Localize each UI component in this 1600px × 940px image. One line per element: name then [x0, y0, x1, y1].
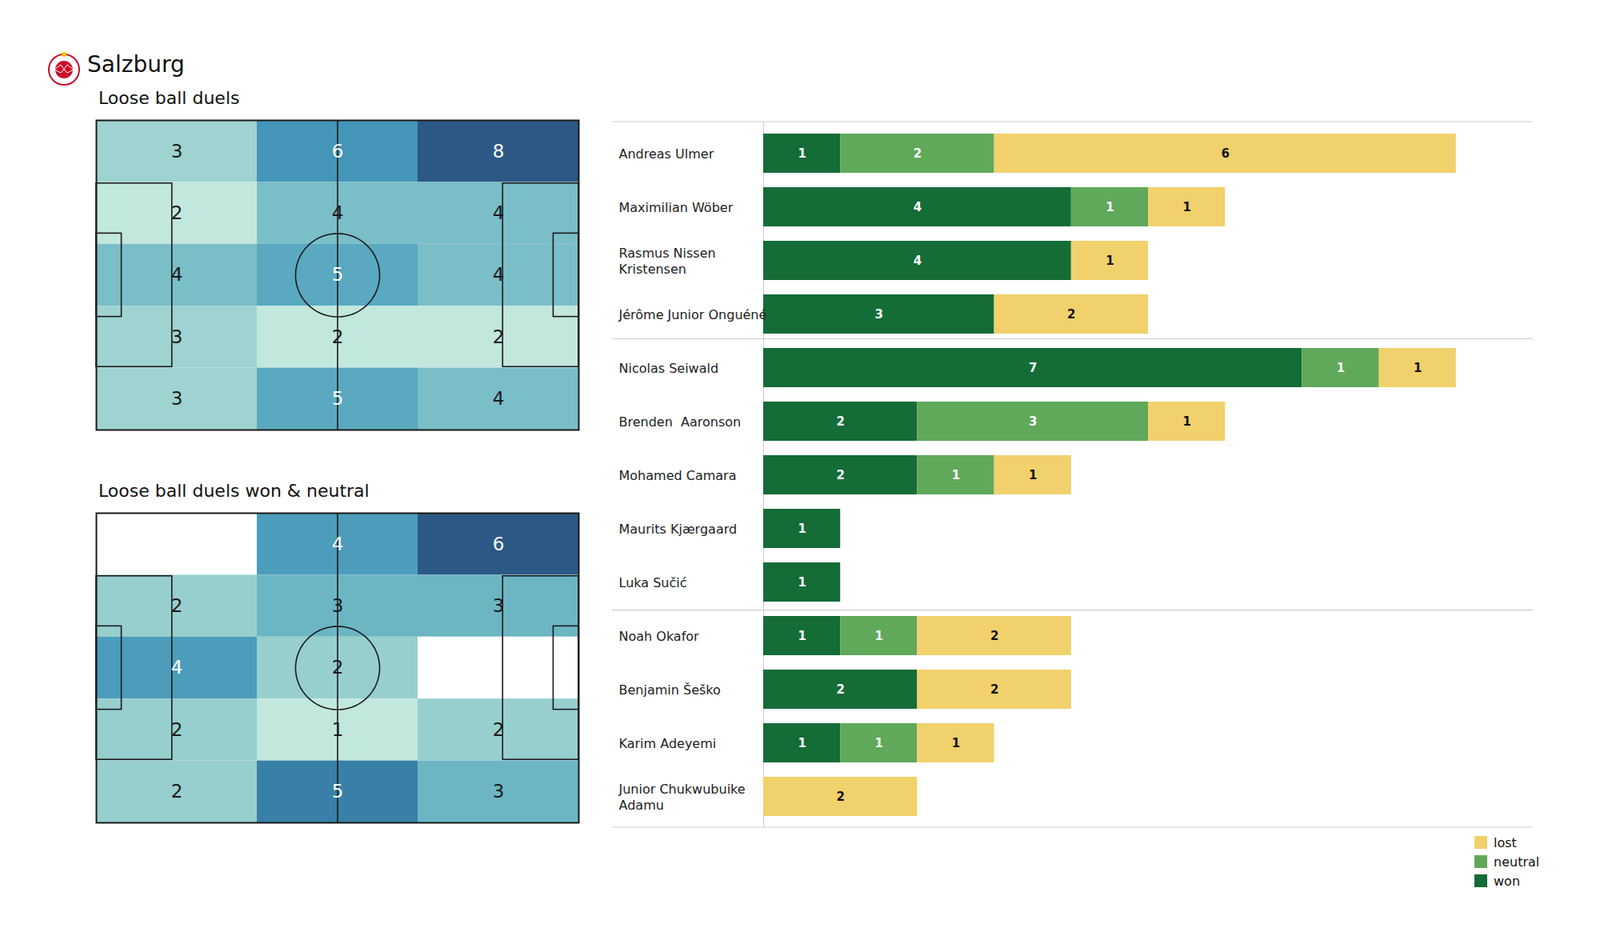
- svg-text:4: 4: [492, 202, 505, 224]
- svg-text:1: 1: [1105, 253, 1114, 268]
- svg-text:1: 1: [1413, 360, 1422, 376]
- svg-text:5: 5: [332, 780, 344, 802]
- svg-text:2: 2: [990, 628, 999, 644]
- svg-text:3: 3: [492, 780, 505, 802]
- svg-text:5: 5: [332, 388, 344, 409]
- svg-text:1: 1: [1028, 468, 1037, 483]
- svg-text:4: 4: [332, 533, 344, 555]
- svg-text:1: 1: [1182, 414, 1191, 429]
- svg-text:3: 3: [492, 595, 505, 616]
- svg-text:4: 4: [492, 388, 505, 409]
- svg-text:1: 1: [1105, 200, 1114, 215]
- svg-text:1: 1: [797, 575, 806, 590]
- svg-text:2: 2: [836, 414, 844, 429]
- html-text:Loose ball duels won & neutral: Loose ball duels won & neutral: [98, 480, 370, 501]
- svg-text:2: 2: [836, 789, 844, 804]
- svg-text:4: 4: [332, 202, 344, 224]
- svg-text:1: 1: [1336, 360, 1345, 376]
- svg-text:1: 1: [797, 521, 806, 536]
- svg-text:2: 2: [492, 719, 505, 740]
- svg-text:1: 1: [1182, 200, 1191, 215]
- svg-text:2: 2: [836, 682, 844, 697]
- svg-text:1: 1: [797, 628, 806, 644]
- svg-text:Noah Okafor: Noah Okafor: [619, 628, 700, 644]
- svg-text:6: 6: [332, 140, 344, 162]
- svg-text:2: 2: [492, 326, 505, 348]
- svg-text:4: 4: [171, 656, 184, 678]
- svg-text:2: 2: [171, 595, 184, 616]
- svg-text:4: 4: [171, 264, 184, 285]
- svg-text:Nicolas Seiwald: Nicolas Seiwald: [619, 360, 720, 376]
- svg-text:2: 2: [332, 326, 344, 348]
- html-text:won: won: [1493, 873, 1520, 889]
- svg-text:8: 8: [492, 140, 505, 162]
- svg-text:1: 1: [797, 736, 806, 751]
- svg-text:Benjamin Šeško: Benjamin Šeško: [619, 682, 721, 698]
- svg-text:Brenden Aaronson: Brenden Aaronson: [619, 414, 742, 430]
- svg-text:Mohamed Camara: Mohamed Camara: [619, 468, 737, 484]
- svg-text:1: 1: [952, 468, 960, 483]
- svg-text:7: 7: [1028, 360, 1037, 376]
- svg-text:3: 3: [1028, 414, 1037, 429]
- svg-text:2: 2: [332, 656, 344, 678]
- svg-text:3: 3: [171, 140, 184, 162]
- svg-text:Junior ChukwubuikeAdamu: Junior ChukwubuikeAdamu: [618, 781, 746, 813]
- svg-text:3: 3: [171, 326, 184, 348]
- html-text:Salzburg: Salzburg: [87, 51, 185, 78]
- svg-text:1: 1: [875, 628, 884, 644]
- svg-text:1: 1: [332, 719, 344, 740]
- svg-text:Andreas Ulmer: Andreas Ulmer: [619, 146, 715, 162]
- svg-text:Maximilian Wöber: Maximilian Wöber: [619, 200, 734, 216]
- svg-text:2: 2: [171, 202, 184, 224]
- svg-text:2: 2: [913, 146, 922, 161]
- svg-text:Luka Sučić: Luka Sučić: [619, 575, 688, 591]
- svg-text:2: 2: [836, 468, 844, 483]
- svg-text:1: 1: [797, 146, 806, 161]
- svg-text:2: 2: [1067, 307, 1076, 322]
- svg-text:1: 1: [875, 736, 884, 751]
- svg-text:4: 4: [913, 200, 922, 215]
- svg-text:3: 3: [875, 307, 884, 322]
- svg-text:6: 6: [1220, 146, 1229, 161]
- svg-text:1: 1: [952, 736, 960, 751]
- svg-text:3: 3: [332, 595, 344, 616]
- svg-text:2: 2: [171, 719, 184, 740]
- html-text:lost: lost: [1493, 834, 1517, 850]
- svg-text:Karim Adeyemi: Karim Adeyemi: [619, 736, 717, 752]
- svg-text:4: 4: [913, 253, 922, 268]
- svg-text:Jérôme Junior Onguéné: Jérôme Junior Onguéné: [618, 307, 768, 323]
- svg-text:5: 5: [332, 264, 344, 285]
- svg-text:2: 2: [990, 682, 999, 697]
- svg-text:2: 2: [171, 780, 184, 802]
- svg-text:3: 3: [171, 388, 184, 409]
- html-text:neutral: neutral: [1493, 854, 1540, 870]
- svg-text:4: 4: [492, 264, 505, 285]
- svg-text:Rasmus NissenKristensen: Rasmus NissenKristensen: [619, 245, 716, 277]
- svg-text:6: 6: [492, 533, 505, 555]
- svg-text:Maurits Kjærgaard: Maurits Kjærgaard: [619, 521, 738, 537]
- html-text:Loose ball duels: Loose ball duels: [98, 88, 240, 108]
